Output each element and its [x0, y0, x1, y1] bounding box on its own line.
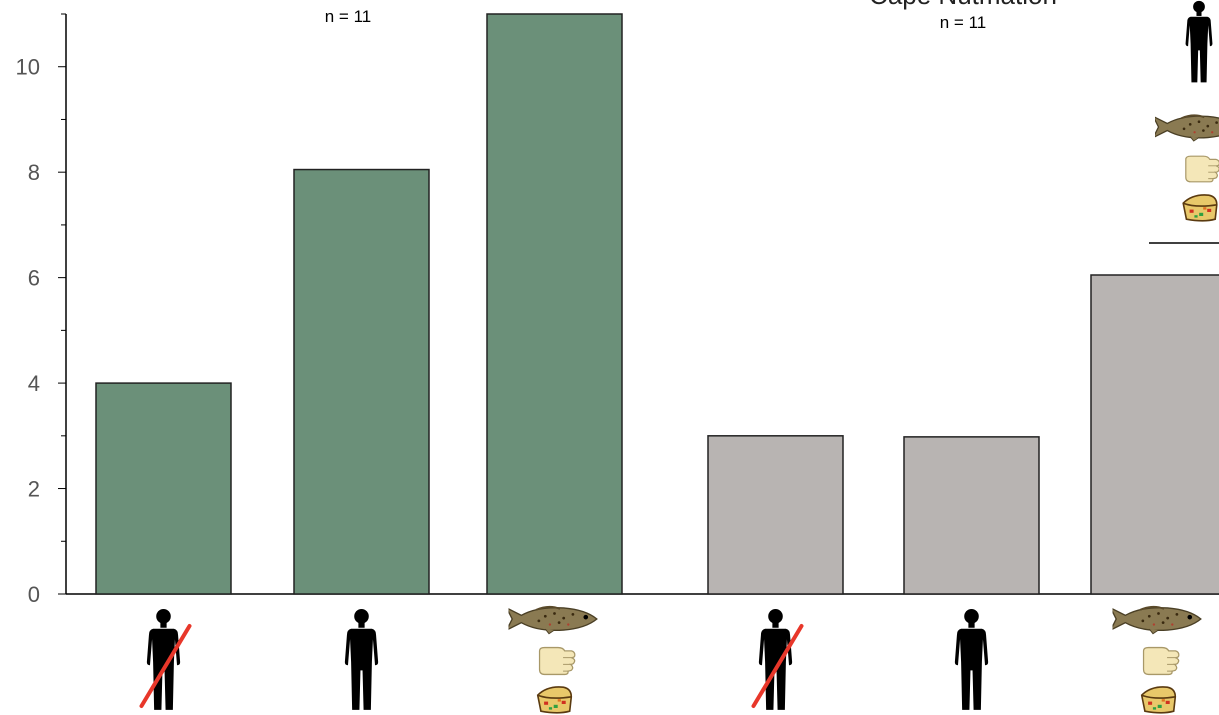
y-tick-label: 4	[28, 371, 40, 396]
glove-icon	[538, 646, 576, 676]
sample-size-label: n = 11	[940, 13, 986, 32]
y-tick-label: 6	[28, 266, 40, 291]
fish-icon	[1112, 605, 1202, 635]
red-slash-icon	[751, 624, 804, 708]
legend-person-icon	[1185, 0, 1213, 83]
y-tick-label: 8	[28, 160, 40, 185]
y-tick-label: 0	[28, 582, 40, 607]
bar	[486, 13, 623, 595]
y-tick-label: 2	[28, 477, 40, 502]
legend-cake-icon	[1182, 194, 1218, 222]
red-slash-icon	[139, 624, 192, 708]
cake-icon	[536, 686, 573, 714]
sample-size-label: n = 11	[325, 7, 371, 26]
bar	[95, 382, 232, 595]
legend-glove-icon	[1185, 155, 1219, 183]
person-icon	[344, 609, 379, 710]
y-tick-label: 10	[16, 55, 40, 80]
legend-fish-icon	[1155, 114, 1219, 143]
crossed-out-person-icon	[758, 609, 793, 710]
fish-icon	[508, 605, 598, 635]
bar	[707, 435, 844, 595]
person-icon	[954, 609, 989, 710]
cake-icon	[1140, 686, 1177, 714]
group-title: Cape Nutmation	[869, 0, 1057, 10]
bar	[903, 436, 1040, 595]
crossed-out-person-icon	[146, 609, 181, 710]
bar	[1090, 274, 1219, 595]
glove-icon	[1142, 646, 1180, 676]
bar	[293, 168, 430, 595]
